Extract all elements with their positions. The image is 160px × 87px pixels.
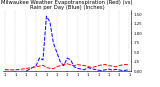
Title: Milwaukee Weather Evapotranspiration (Red) (vs) Rain per Day (Blue) (Inches): Milwaukee Weather Evapotranspiration (Re…	[1, 0, 133, 10]
